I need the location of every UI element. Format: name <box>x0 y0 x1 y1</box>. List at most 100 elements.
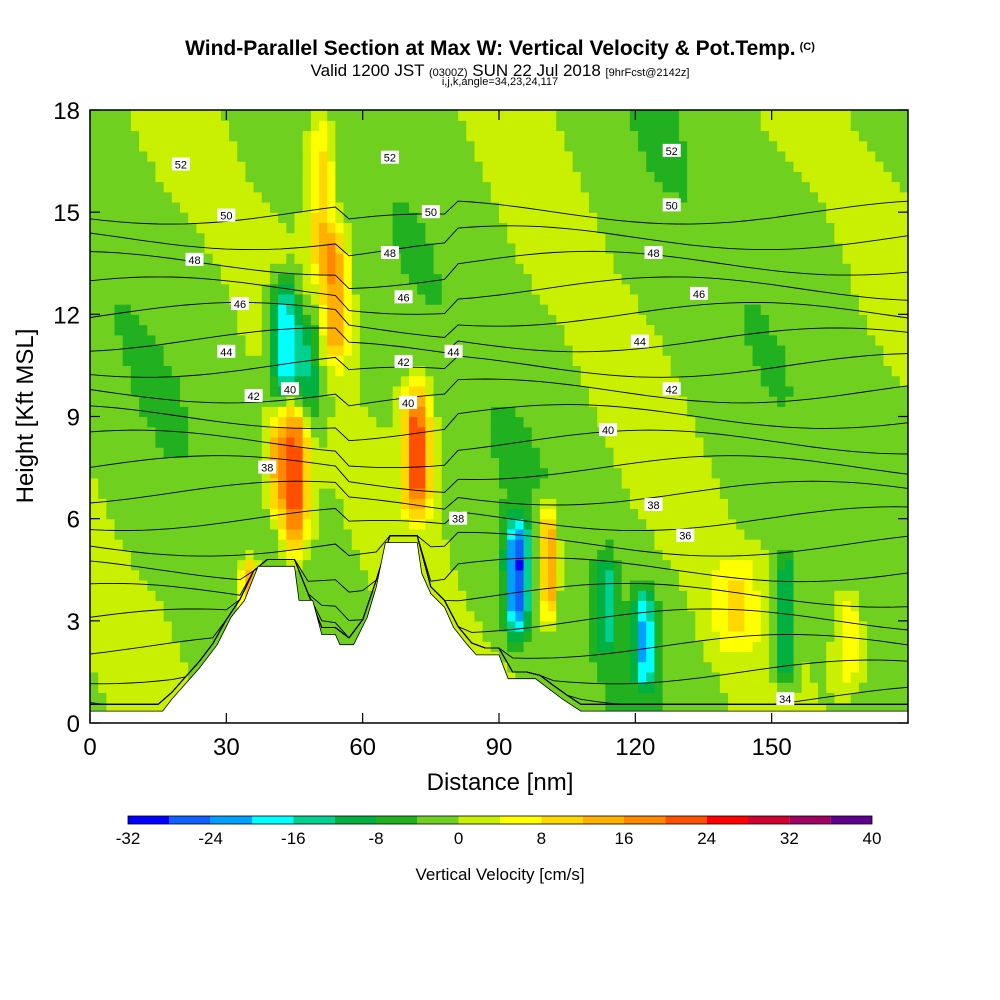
field-cell <box>531 416 541 428</box>
field-cell <box>703 212 713 223</box>
field-cell <box>130 651 140 663</box>
field-cell <box>392 161 402 172</box>
field-cell <box>441 293 451 305</box>
field-cell <box>621 140 631 152</box>
field-cell <box>302 140 312 152</box>
field-cell <box>515 396 525 407</box>
field-cell <box>155 447 165 458</box>
field-cell <box>122 539 132 550</box>
field-cell <box>458 201 467 213</box>
field-cell <box>597 651 606 663</box>
field-cell <box>539 263 549 275</box>
field-cell <box>752 396 762 407</box>
field-cell <box>204 161 214 172</box>
field-cell <box>433 467 443 479</box>
field-cell <box>490 488 500 499</box>
field-cell <box>376 263 386 275</box>
field-cell <box>531 304 541 315</box>
field-cell <box>368 559 377 571</box>
field-cell <box>490 569 500 581</box>
field-cell <box>597 406 606 418</box>
field-cell <box>302 120 312 132</box>
field-cell <box>499 232 508 244</box>
field-cell <box>638 641 647 653</box>
field-cell <box>728 171 737 183</box>
field-cell <box>711 671 721 683</box>
field-cell <box>392 406 402 418</box>
field-cell <box>327 549 336 561</box>
field-cell <box>613 579 623 591</box>
field-cell <box>449 191 459 203</box>
field-cell <box>490 467 500 479</box>
field-cell <box>204 416 214 428</box>
field-cell <box>605 222 615 234</box>
field-cell <box>458 600 467 612</box>
field-cell <box>139 671 148 683</box>
field-cell <box>474 110 484 121</box>
field-cell <box>220 447 230 458</box>
field-cell <box>163 590 173 601</box>
field-cell <box>106 283 116 295</box>
field-cell <box>548 682 557 693</box>
field-cell <box>458 140 467 152</box>
field-cell <box>163 232 173 244</box>
field-cell <box>711 130 721 142</box>
field-cell <box>196 498 206 510</box>
field-cell <box>139 385 148 397</box>
field-cell <box>466 253 476 264</box>
field-cell <box>621 355 631 367</box>
field-cell <box>687 436 696 448</box>
field-cell <box>188 447 197 458</box>
field-cell <box>629 396 639 407</box>
field-cell <box>253 457 263 469</box>
field-cell <box>539 130 549 142</box>
field-cell <box>155 692 165 704</box>
field-cell <box>171 477 181 489</box>
field-cell <box>556 212 566 223</box>
field-cell <box>449 140 459 152</box>
field-cell <box>474 171 484 183</box>
field-cell <box>539 600 549 612</box>
field-cell <box>171 253 181 264</box>
field-cell <box>507 365 516 377</box>
field-cell <box>155 314 165 326</box>
field-cell <box>417 559 426 571</box>
field-cell <box>499 488 508 499</box>
field-cell <box>368 304 377 315</box>
field-cell <box>343 201 353 213</box>
field-cell <box>523 549 533 561</box>
field-cell <box>490 365 500 377</box>
field-cell <box>147 528 157 540</box>
field-cell <box>433 120 443 132</box>
field-cell <box>531 406 541 418</box>
field-cell <box>237 140 247 152</box>
field-cell <box>351 375 361 387</box>
field-cell <box>474 344 484 356</box>
field-cell <box>687 447 696 458</box>
field-cell <box>613 304 623 315</box>
field-cell <box>384 365 394 377</box>
field-cell <box>310 120 320 132</box>
field-cell <box>310 406 320 418</box>
field-cell <box>466 457 476 469</box>
field-cell <box>687 140 696 152</box>
field-cell <box>621 181 631 193</box>
field-cell <box>122 416 132 428</box>
field-cell <box>147 549 157 561</box>
field-cell <box>719 579 729 591</box>
field-cell <box>237 150 247 162</box>
field-cell <box>335 232 345 244</box>
field-cell <box>220 600 230 612</box>
field-cell <box>212 120 222 132</box>
field-cell <box>122 130 132 142</box>
field-cell <box>760 150 770 162</box>
field-cell <box>130 528 140 540</box>
field-cell <box>114 334 124 346</box>
field-cell <box>523 201 533 213</box>
field-cell <box>687 610 696 622</box>
field-cell <box>613 539 623 550</box>
field-cell <box>368 253 377 264</box>
field-cell <box>580 590 590 601</box>
field-cell <box>441 528 451 540</box>
field-cell <box>613 457 623 469</box>
